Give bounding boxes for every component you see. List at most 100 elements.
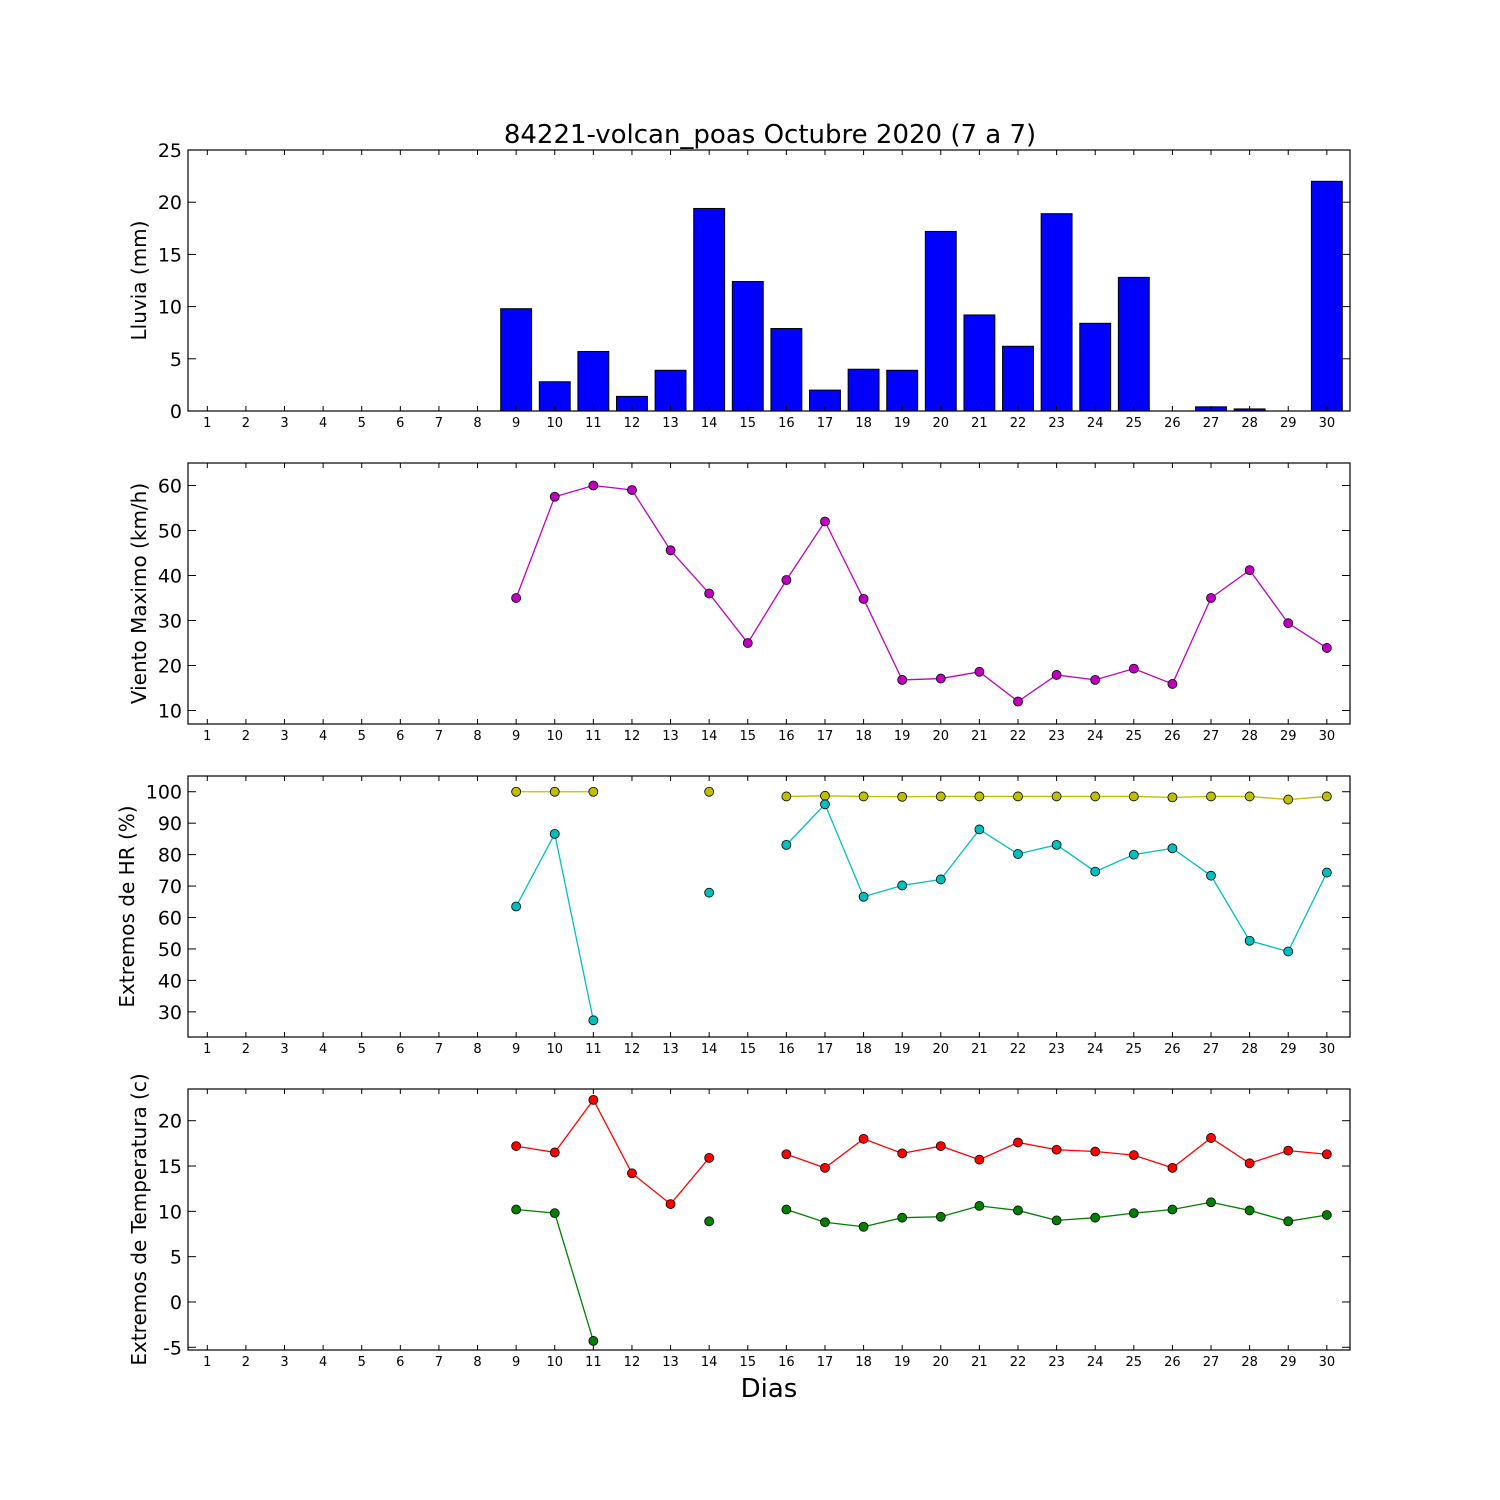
viento-series-0-point-day-28: [1244, 565, 1255, 575]
hr-series-1-point-day-19: [897, 880, 908, 891]
viento-series-0-point-day-13: [665, 545, 676, 556]
hr-series-0-point-day-11: [588, 786, 599, 797]
hr-ytick-label-50: 50: [158, 939, 182, 961]
viento-xtick-label-5: 5: [358, 729, 366, 744]
viento-xtick-label-19: 19: [894, 729, 911, 744]
hr-series-1-point-day-27: [1206, 870, 1216, 881]
hr-series-0-point-day-14: [704, 786, 715, 797]
viento-xtick-label-29: 29: [1280, 729, 1297, 744]
lluvia-xtick-label-27: 27: [1203, 416, 1220, 431]
lluvia-xtick-label-1: 1: [203, 416, 211, 431]
temp-xtick-label-9: 9: [512, 1355, 520, 1370]
panel-lluvia: 1 2 3 4 5 6 7 8 9 10 11 12 13 14 15 16 17 18 19 20 21 22 23 24 2…: [127, 140, 1351, 431]
temp-xtick-label-17: 17: [817, 1355, 834, 1370]
viento-xtick-label-27: 27: [1203, 729, 1220, 744]
viento-series-0-point-day-25: [1128, 663, 1139, 674]
panel-temp: 1 2 3 4 5 6 7 8 9 10 11 12 13 14 15 16 17 18 19 20 21 22 23 24 2…: [127, 1073, 1351, 1370]
viento-series-0-point-day-30: [1321, 643, 1332, 653]
temp-series-1-point-day-19: [897, 1212, 908, 1223]
viento-xtick-label-14: 14: [701, 729, 718, 744]
hr-series-0-point-day-18: [858, 791, 869, 802]
viento-series-0-point-day-9: [511, 593, 522, 603]
viento-series-0-point-day-21: [974, 666, 985, 677]
hr-xtick-label-25: 25: [1126, 1042, 1143, 1057]
temp-xtick-label-18: 18: [855, 1355, 872, 1370]
hr-series-0-point-day-24: [1090, 791, 1101, 802]
lluvia-xtick-label-17: 17: [817, 416, 834, 431]
hr-series-0-point-day-30: [1321, 791, 1332, 802]
hr-series-0-point-day-22: [1013, 791, 1023, 802]
viento-xtick-label-30: 30: [1319, 729, 1336, 744]
lluvia-ytick-label-25: 25: [158, 140, 182, 162]
hr-series-1-point-day-25: [1128, 849, 1139, 860]
lluvia-y-axis-label: Lluvia (mm): [127, 221, 151, 341]
temp-xtick-label-7: 7: [435, 1355, 443, 1370]
hr-ytick-label-60: 60: [158, 908, 182, 930]
viento-series-0-point-day-10: [549, 491, 560, 502]
lluvia-xtick-label-9: 9: [512, 416, 520, 431]
lluvia-xtick-label-18: 18: [855, 416, 872, 431]
lluvia-xtick-label-20: 20: [933, 416, 950, 431]
hr-series-1-point-day-22: [1013, 849, 1023, 859]
hr-series-1-line: [515, 831, 594, 1021]
viento-xtick-label-3: 3: [280, 729, 288, 744]
temp-series-0-point-day-29: [1283, 1145, 1294, 1156]
temp-xtick-label-24: 24: [1087, 1355, 1104, 1370]
hr-series-0-point-day-20: [935, 791, 946, 802]
viento-xtick-label-7: 7: [435, 729, 443, 744]
lluvia-xtick-label-28: 28: [1241, 416, 1258, 431]
viento-xtick-label-20: 20: [933, 729, 950, 744]
viento-series-0-point-day-15: [742, 638, 753, 648]
hr-series-0-point-day-28: [1244, 791, 1255, 802]
temp-series-0-point-day-19: [897, 1148, 908, 1159]
hr-series-0-point-day-23: [1051, 791, 1062, 802]
viento-xtick-label-4: 4: [319, 729, 327, 744]
hr-series-0-point-day-27: [1206, 791, 1216, 802]
viento-xtick-label-23: 23: [1048, 729, 1065, 744]
hr-ytick-label-80: 80: [158, 845, 182, 867]
lluvia-axes-frame: [187, 149, 1351, 412]
lluvia-bar-day-23: [1040, 213, 1073, 412]
temp-series-0-point-day-30: [1321, 1149, 1332, 1160]
lluvia-xtick-label-8: 8: [473, 416, 481, 431]
temp-series-1-point-day-18: [858, 1221, 869, 1232]
viento-xtick-label-25: 25: [1126, 729, 1143, 744]
viento-xtick-label-1: 1: [203, 729, 211, 744]
temp-axes-frame: [187, 1088, 1351, 1351]
lluvia-ytick-label-0: 0: [170, 401, 182, 423]
hr-series-0-point-day-16: [781, 791, 792, 802]
temp-series-1-point-day-25: [1128, 1208, 1139, 1219]
temp-xtick-label-22: 22: [1010, 1355, 1027, 1370]
hr-xtick-label-13: 13: [662, 1042, 679, 1057]
hr-series-1-line: [785, 803, 1328, 953]
temp-xtick-label-1: 1: [203, 1355, 211, 1370]
hr-xtick-label-4: 4: [319, 1042, 327, 1057]
temp-xtick-label-10: 10: [546, 1355, 563, 1370]
lluvia-xtick-label-23: 23: [1048, 416, 1065, 431]
viento-series-0-point-day-11: [588, 480, 599, 491]
temp-series-0-point-day-12: [627, 1168, 637, 1179]
viento-xtick-label-9: 9: [512, 729, 520, 744]
viento-series-0-point-day-20: [935, 673, 946, 684]
lluvia-bar-day-21: [963, 314, 996, 412]
lluvia-ytick-label-20: 20: [158, 192, 182, 214]
temp-series-1-point-day-17: [820, 1217, 830, 1228]
temp-series-1-line: [516, 1208, 594, 1342]
temp-ytick-label-20: 20: [158, 1111, 182, 1133]
viento-xtick-label-26: 26: [1164, 729, 1181, 744]
viento-xtick-label-24: 24: [1087, 729, 1104, 744]
temp-xtick-label-16: 16: [778, 1355, 795, 1370]
lluvia-bar-day-20: [924, 230, 957, 412]
lluvia-bar-day-13: [654, 369, 687, 412]
viento-series-0-point-day-14: [704, 588, 715, 599]
hr-series-1-point-day-16: [781, 839, 792, 850]
viento-axes-frame: [187, 462, 1351, 725]
viento-ytick-label-40: 40: [158, 566, 182, 588]
viento-xtick-label-16: 16: [778, 729, 795, 744]
temp-series-0-point-day-14: [704, 1152, 715, 1163]
temp-xtick-label-30: 30: [1319, 1355, 1336, 1370]
hr-xtick-label-14: 14: [701, 1042, 718, 1057]
temp-series-1-point-day-30: [1321, 1210, 1332, 1220]
lluvia-xtick-label-2: 2: [242, 416, 250, 431]
panel-hr: 1 2 3 4 5 6 7 8 9 10 11 12 13 14 15 16 17 18 19 20 21 22 23 24 2…: [115, 775, 1351, 1057]
